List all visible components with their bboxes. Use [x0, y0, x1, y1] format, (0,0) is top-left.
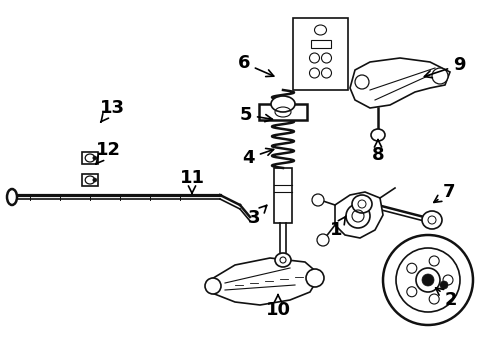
Ellipse shape	[443, 275, 453, 285]
Ellipse shape	[271, 96, 295, 112]
Ellipse shape	[422, 211, 442, 229]
Ellipse shape	[317, 234, 329, 246]
Ellipse shape	[407, 287, 417, 297]
Text: 12: 12	[96, 141, 121, 164]
Text: 13: 13	[99, 99, 124, 122]
Ellipse shape	[93, 156, 97, 160]
Ellipse shape	[429, 256, 439, 266]
Ellipse shape	[422, 274, 434, 286]
Ellipse shape	[383, 235, 473, 325]
Text: 9: 9	[424, 56, 465, 78]
Polygon shape	[335, 192, 383, 238]
Ellipse shape	[429, 294, 439, 304]
Ellipse shape	[355, 75, 369, 89]
Ellipse shape	[346, 204, 370, 228]
Text: 8: 8	[372, 140, 384, 164]
Ellipse shape	[352, 195, 372, 213]
Text: 2: 2	[436, 288, 458, 309]
Polygon shape	[350, 58, 450, 108]
Bar	[274, 168, 292, 223]
Text: 7: 7	[434, 183, 456, 202]
Text: 6: 6	[238, 54, 274, 77]
Ellipse shape	[371, 129, 385, 141]
Bar	[259, 104, 307, 120]
Ellipse shape	[432, 68, 448, 84]
Ellipse shape	[93, 178, 97, 182]
Text: 11: 11	[179, 169, 204, 193]
Bar	[293, 18, 348, 90]
Ellipse shape	[407, 263, 417, 273]
Polygon shape	[210, 258, 320, 305]
Text: 5: 5	[240, 106, 272, 124]
Text: 1: 1	[330, 216, 346, 239]
Ellipse shape	[396, 248, 460, 312]
Bar	[82, 152, 98, 165]
Ellipse shape	[440, 281, 448, 289]
Bar	[82, 174, 98, 186]
Ellipse shape	[312, 194, 324, 206]
Text: 10: 10	[266, 294, 291, 319]
Ellipse shape	[275, 253, 291, 267]
Ellipse shape	[306, 269, 324, 287]
Ellipse shape	[205, 278, 221, 294]
Text: 4: 4	[243, 148, 273, 167]
Ellipse shape	[416, 268, 440, 292]
Text: 3: 3	[248, 205, 267, 227]
Ellipse shape	[7, 189, 17, 205]
Bar	[311, 40, 330, 48]
